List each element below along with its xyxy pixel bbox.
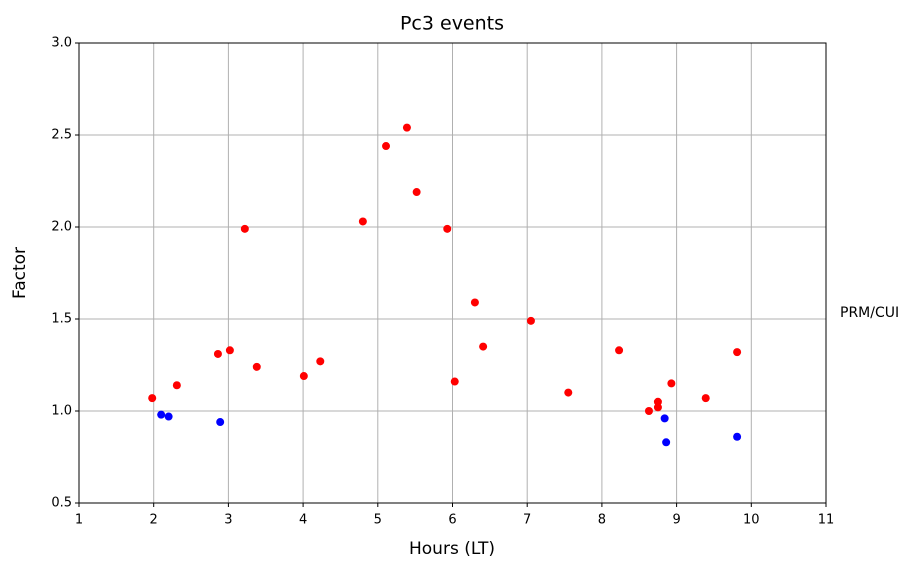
x-axis-label: Hours (LT) — [409, 539, 495, 559]
point — [470, 298, 479, 307]
point — [402, 123, 411, 132]
y-axis-label: Factor — [10, 247, 30, 299]
point — [644, 407, 653, 415]
y-tick-label: 3.0 — [51, 36, 72, 51]
chart-title: Pc3 events — [400, 13, 504, 35]
point — [653, 397, 662, 406]
y-tick-label: 2.0 — [51, 220, 72, 235]
point — [172, 381, 181, 390]
point — [667, 379, 676, 388]
point — [164, 412, 173, 421]
point — [733, 432, 742, 441]
point — [216, 418, 225, 427]
y-tick-label: 1.5 — [51, 312, 72, 327]
x-tick-label: 7 — [523, 513, 531, 528]
x-tick-label: 6 — [448, 513, 456, 528]
y-tick-label: 0.5 — [51, 496, 72, 511]
x-tick-label: 9 — [672, 513, 680, 528]
plot-frame — [78, 42, 827, 504]
point — [225, 346, 234, 355]
point — [412, 188, 421, 197]
point — [615, 346, 624, 355]
point — [450, 377, 459, 386]
point — [299, 372, 308, 381]
point — [252, 362, 261, 371]
x-tick-label: 5 — [374, 513, 382, 528]
y-tick-label: 2.5 — [51, 128, 72, 143]
point — [213, 349, 222, 358]
point — [660, 414, 669, 423]
point — [564, 388, 573, 397]
x-tick-label: 8 — [598, 513, 606, 528]
point — [316, 357, 325, 366]
point — [382, 142, 391, 151]
point — [157, 410, 166, 419]
x-tick-label: 10 — [743, 513, 760, 528]
point — [148, 394, 157, 403]
point — [733, 348, 742, 357]
point — [358, 217, 367, 226]
x-tick-label: 11 — [818, 513, 835, 528]
point — [443, 224, 452, 233]
x-tick-label: 4 — [299, 513, 307, 528]
x-tick-label: 1 — [75, 513, 83, 528]
annotation: PRM/CUI — [840, 305, 899, 321]
point — [701, 394, 710, 403]
point — [662, 438, 671, 447]
point — [479, 342, 488, 351]
x-tick-label: 3 — [224, 513, 232, 528]
point — [240, 224, 249, 233]
x-tick-label: 2 — [150, 513, 158, 528]
point — [526, 316, 535, 325]
point — [653, 403, 662, 412]
y-tick-label: 1.0 — [51, 404, 72, 419]
